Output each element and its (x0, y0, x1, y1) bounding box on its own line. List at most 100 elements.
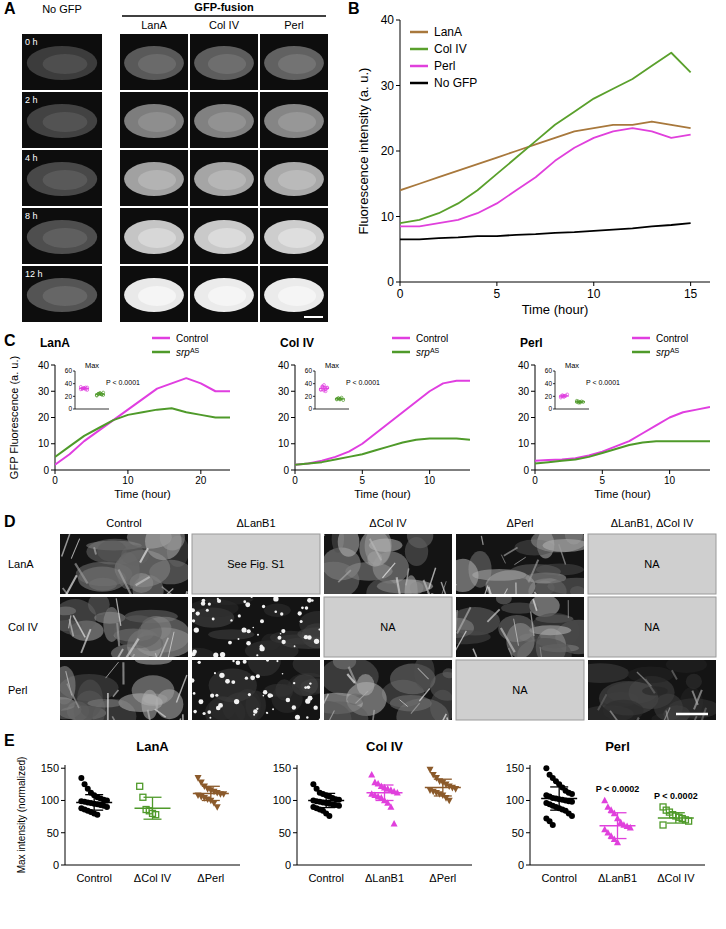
inset-annotation: P < 0.0001 (106, 379, 140, 386)
y-tick-label: 40 (381, 13, 395, 27)
inset-tick (73, 396, 75, 397)
y-tick (61, 768, 65, 769)
x-axis-label: Time (hour) (594, 488, 650, 500)
y-tick-label: 150 (506, 762, 524, 774)
texture (208, 629, 254, 639)
x-tick (400, 282, 401, 286)
x-tick (200, 470, 201, 474)
texture (304, 686, 307, 689)
embryo (27, 104, 97, 138)
embryo (27, 46, 97, 80)
panel-label: D (4, 513, 16, 530)
texture (60, 699, 81, 719)
error-cap (317, 807, 335, 808)
inset-tick (553, 383, 555, 384)
row-header: LanA (8, 558, 34, 570)
texture (243, 660, 247, 664)
embryo-core (208, 170, 246, 190)
plot-area (308, 767, 461, 827)
texture (272, 708, 274, 710)
plot-area (295, 381, 470, 465)
error-cap (98, 395, 103, 396)
y-tick (526, 832, 530, 833)
embryo (264, 278, 324, 312)
texture (456, 610, 457, 631)
embryo (264, 220, 324, 254)
texture (347, 674, 355, 683)
texture (443, 668, 452, 678)
error-stem (210, 786, 211, 800)
point (104, 804, 110, 810)
texture (307, 685, 311, 689)
legend-swatch (392, 351, 410, 354)
x-tick-label: Control (76, 872, 111, 884)
x-tick-label: 0 (532, 475, 538, 486)
x-tick-label: 10 (122, 475, 134, 486)
inset-tick (553, 409, 555, 410)
micrograph (190, 150, 258, 206)
error-bar (317, 793, 335, 807)
y-tick-label: 0 (283, 465, 289, 476)
texture (171, 719, 180, 720)
x-tick-label: 0 (397, 287, 404, 301)
x-axis (65, 865, 240, 866)
figure: ABCDENo GFPLanACol IVPerlGFP-fusion0 h2 … (0, 0, 726, 929)
y-tick (531, 443, 535, 444)
panel-label: A (4, 0, 16, 17)
texture (167, 588, 174, 594)
texture (198, 699, 203, 704)
texture (63, 575, 77, 594)
panel-label: E (4, 732, 15, 749)
line-series (55, 378, 230, 465)
point (94, 812, 100, 818)
texture (441, 714, 446, 720)
y-axis-label: GFP Fluorescence (a. u.) (8, 356, 20, 479)
placeholder-box (324, 597, 452, 657)
y-tick-label: 50 (512, 827, 524, 839)
texture (212, 618, 215, 621)
y-tick-label: 0 (53, 859, 59, 871)
x-tick-label: ΔPerl (197, 872, 224, 884)
texture (514, 557, 525, 564)
x-tick-label: 5 (600, 475, 606, 486)
inset-tick (313, 383, 315, 384)
texture (67, 684, 79, 708)
texture (94, 547, 96, 554)
texture (447, 718, 452, 720)
texture (299, 611, 320, 637)
texture (248, 660, 281, 676)
y-tick (526, 768, 530, 769)
y-tick (293, 832, 297, 833)
texture (112, 716, 119, 720)
inset-title: Max (85, 361, 99, 370)
embryo (194, 104, 254, 138)
error-bar (376, 785, 394, 800)
row-label: 4 h (25, 153, 38, 163)
error-cap (578, 402, 583, 403)
legend-swatch (410, 31, 428, 34)
micrograph-texture (324, 660, 452, 720)
texture (414, 660, 435, 689)
error-cap (667, 822, 685, 823)
inset-area (559, 393, 585, 404)
micrograph (190, 266, 258, 322)
micrograph (22, 92, 102, 148)
error-bar (434, 779, 452, 796)
inset-tick (553, 371, 555, 372)
texture (198, 661, 201, 664)
texture (125, 639, 139, 657)
inset-tick (313, 396, 315, 397)
texture (282, 673, 284, 675)
y-axis (530, 765, 531, 865)
texture (247, 629, 251, 633)
column-header: LanA (141, 19, 167, 31)
legend-label: Control (416, 333, 448, 344)
line-series (295, 439, 470, 465)
error-cap (202, 800, 220, 801)
embryo-core (278, 228, 316, 248)
texture (208, 602, 211, 605)
embryo (27, 162, 97, 196)
texture (307, 635, 311, 639)
texture (206, 609, 209, 612)
point (627, 824, 634, 831)
